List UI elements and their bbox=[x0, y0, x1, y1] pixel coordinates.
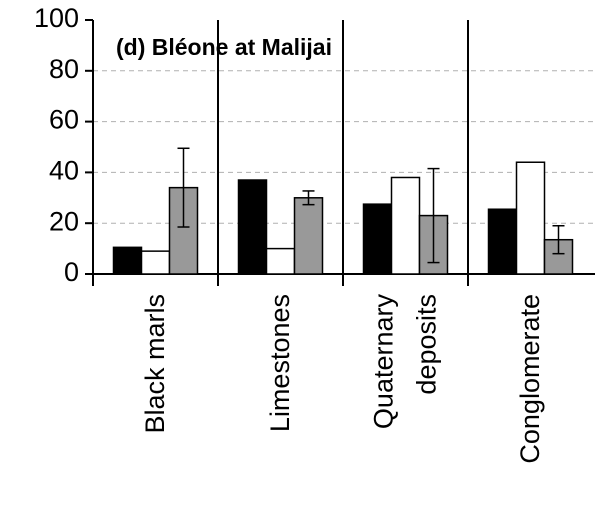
y-tick-label: 60 bbox=[49, 105, 79, 135]
x-tick-label: Conglomerate bbox=[515, 294, 545, 464]
x-tick-label: Black marls bbox=[140, 294, 170, 434]
x-tick-label: Limestones bbox=[265, 294, 295, 433]
bar bbox=[390, 176, 421, 275]
y-tick-label: 40 bbox=[49, 156, 79, 186]
x-tick-label: Quaternary deposits bbox=[368, 294, 442, 430]
y-tick-label: 20 bbox=[49, 206, 79, 236]
y-tick-label: 0 bbox=[64, 257, 79, 287]
error-bar bbox=[177, 147, 190, 228]
bar bbox=[293, 197, 324, 275]
bar bbox=[237, 179, 268, 275]
chart-title: (d) Bléone at Malijai bbox=[116, 34, 332, 60]
error-bar bbox=[302, 190, 315, 206]
bar bbox=[140, 250, 171, 275]
y-tick-label: 100 bbox=[34, 3, 79, 33]
bar bbox=[112, 246, 143, 275]
y-tick-label: 80 bbox=[49, 54, 79, 84]
bar bbox=[265, 247, 296, 275]
bar bbox=[362, 203, 393, 275]
error-bar bbox=[427, 167, 440, 264]
bar bbox=[515, 161, 546, 275]
title-background bbox=[106, 26, 438, 70]
error-bar bbox=[552, 224, 565, 255]
bar bbox=[487, 208, 518, 275]
